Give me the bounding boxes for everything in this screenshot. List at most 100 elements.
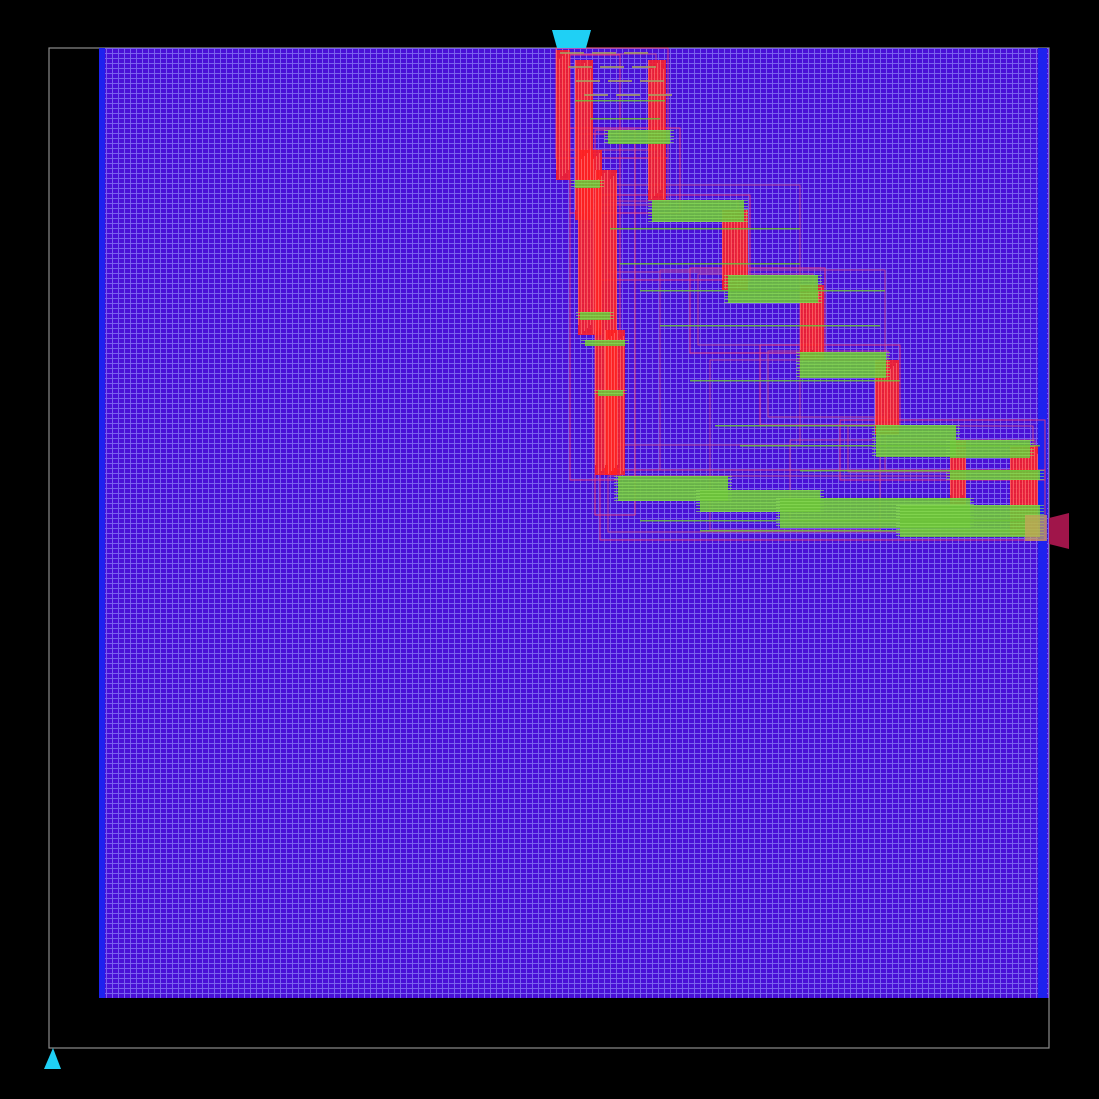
horizontal-wire (896, 505, 1044, 506)
vertical-wire (746, 210, 747, 280)
left-power-rail (99, 48, 105, 998)
vertical-wire (809, 288, 810, 353)
horizontal-wire (946, 452, 1034, 453)
horizontal-trace (690, 380, 900, 382)
vertical-wire (887, 360, 888, 425)
vertical-wire (731, 213, 732, 283)
vertical-wire (556, 50, 557, 170)
horizontal-wire (576, 312, 614, 313)
horizontal-wire (648, 218, 748, 219)
horizontal-wire (614, 494, 732, 495)
horizontal-wire (896, 514, 1044, 515)
horizontal-wire (614, 488, 732, 489)
horizontal-wire (796, 352, 890, 353)
origin-marker (44, 1048, 61, 1069)
vertical-wire (598, 179, 599, 474)
vertical-wire (737, 219, 738, 289)
horizontal-wire (604, 130, 674, 131)
vertical-wire (1010, 445, 1011, 525)
vertical-wire (657, 63, 658, 193)
horizontal-wire (724, 302, 822, 303)
vertical-wire (893, 366, 894, 431)
vertical-wire (660, 60, 661, 190)
vertical-wire (725, 219, 726, 289)
connector-trace (608, 80, 632, 82)
horizontal-wire (696, 508, 824, 509)
horizontal-wire (648, 221, 748, 222)
vertical-wire (578, 69, 579, 219)
vertical-wire (620, 339, 621, 474)
vertical-wire (604, 173, 605, 468)
horizontal-wire (946, 443, 1034, 444)
vertical-wire (806, 291, 807, 356)
horizontal-wire (581, 343, 629, 344)
vertical-wire (608, 339, 609, 474)
horizontal-wire (946, 473, 1044, 474)
connector-trace (584, 94, 608, 96)
vertical-wire (734, 210, 735, 280)
horizontal-wire (604, 139, 674, 140)
right-pin[interactable] (1049, 513, 1069, 549)
horizontal-wire (594, 390, 627, 391)
horizontal-wire (896, 523, 1044, 524)
connector-trace (560, 52, 584, 54)
horizontal-wire (896, 511, 1044, 512)
horizontal-wire (696, 499, 824, 500)
vertical-wire (575, 60, 576, 210)
connector-trace (640, 80, 664, 82)
horizontal-wire (872, 443, 960, 444)
horizontal-wire (872, 431, 960, 432)
horizontal-wire (696, 490, 824, 491)
horizontal-wire (604, 142, 674, 143)
vertical-wire (878, 369, 879, 434)
vertical-wire (881, 366, 882, 431)
horizontal-trace (740, 445, 1040, 447)
horizontal-wire (571, 186, 604, 187)
horizontal-wire (796, 361, 890, 362)
vertical-wire (581, 159, 582, 334)
horizontal-wire (776, 519, 974, 520)
horizontal-wire (896, 529, 1044, 530)
vertical-wire (800, 285, 801, 350)
vertical-wire (601, 176, 602, 471)
vertical-wire (623, 336, 624, 471)
horizontal-wire (946, 449, 1034, 450)
vertical-wire (578, 150, 579, 325)
horizontal-wire (872, 455, 960, 456)
vertical-wire (1025, 454, 1026, 534)
vertical-wire (1034, 445, 1035, 525)
horizontal-wire (696, 511, 824, 512)
vertical-wire (1028, 451, 1029, 531)
horizontal-wire (896, 535, 1044, 536)
horizontal-wire (724, 299, 822, 300)
pin-connector (1025, 515, 1047, 541)
horizontal-wire (724, 293, 822, 294)
vertical-wire (818, 291, 819, 356)
net-boundary (839, 419, 1046, 481)
connector-trace (592, 52, 616, 54)
horizontal-wire (576, 318, 614, 319)
horizontal-wire (724, 281, 822, 282)
horizontal-wire (872, 425, 960, 426)
horizontal-wire (776, 504, 974, 505)
vertical-wire (1013, 454, 1014, 534)
vertical-wire (740, 216, 741, 286)
horizontal-wire (896, 508, 1044, 509)
horizontal-wire (571, 183, 604, 184)
horizontal-wire-bundle (950, 470, 1040, 480)
vertical-wire (1019, 448, 1020, 528)
vertical-wire (565, 53, 566, 173)
horizontal-wire (614, 482, 732, 483)
horizontal-trace (590, 118, 660, 120)
horizontal-wire (648, 215, 748, 216)
vertical-wire (584, 156, 585, 331)
vertical-wire (648, 60, 649, 190)
top-pin[interactable] (552, 30, 591, 48)
horizontal-wire (696, 505, 824, 506)
horizontal-wire (776, 525, 974, 526)
horizontal-wire (872, 440, 960, 441)
horizontal-wire (581, 340, 629, 341)
horizontal-wire (594, 393, 627, 394)
vertical-wire (568, 50, 569, 170)
